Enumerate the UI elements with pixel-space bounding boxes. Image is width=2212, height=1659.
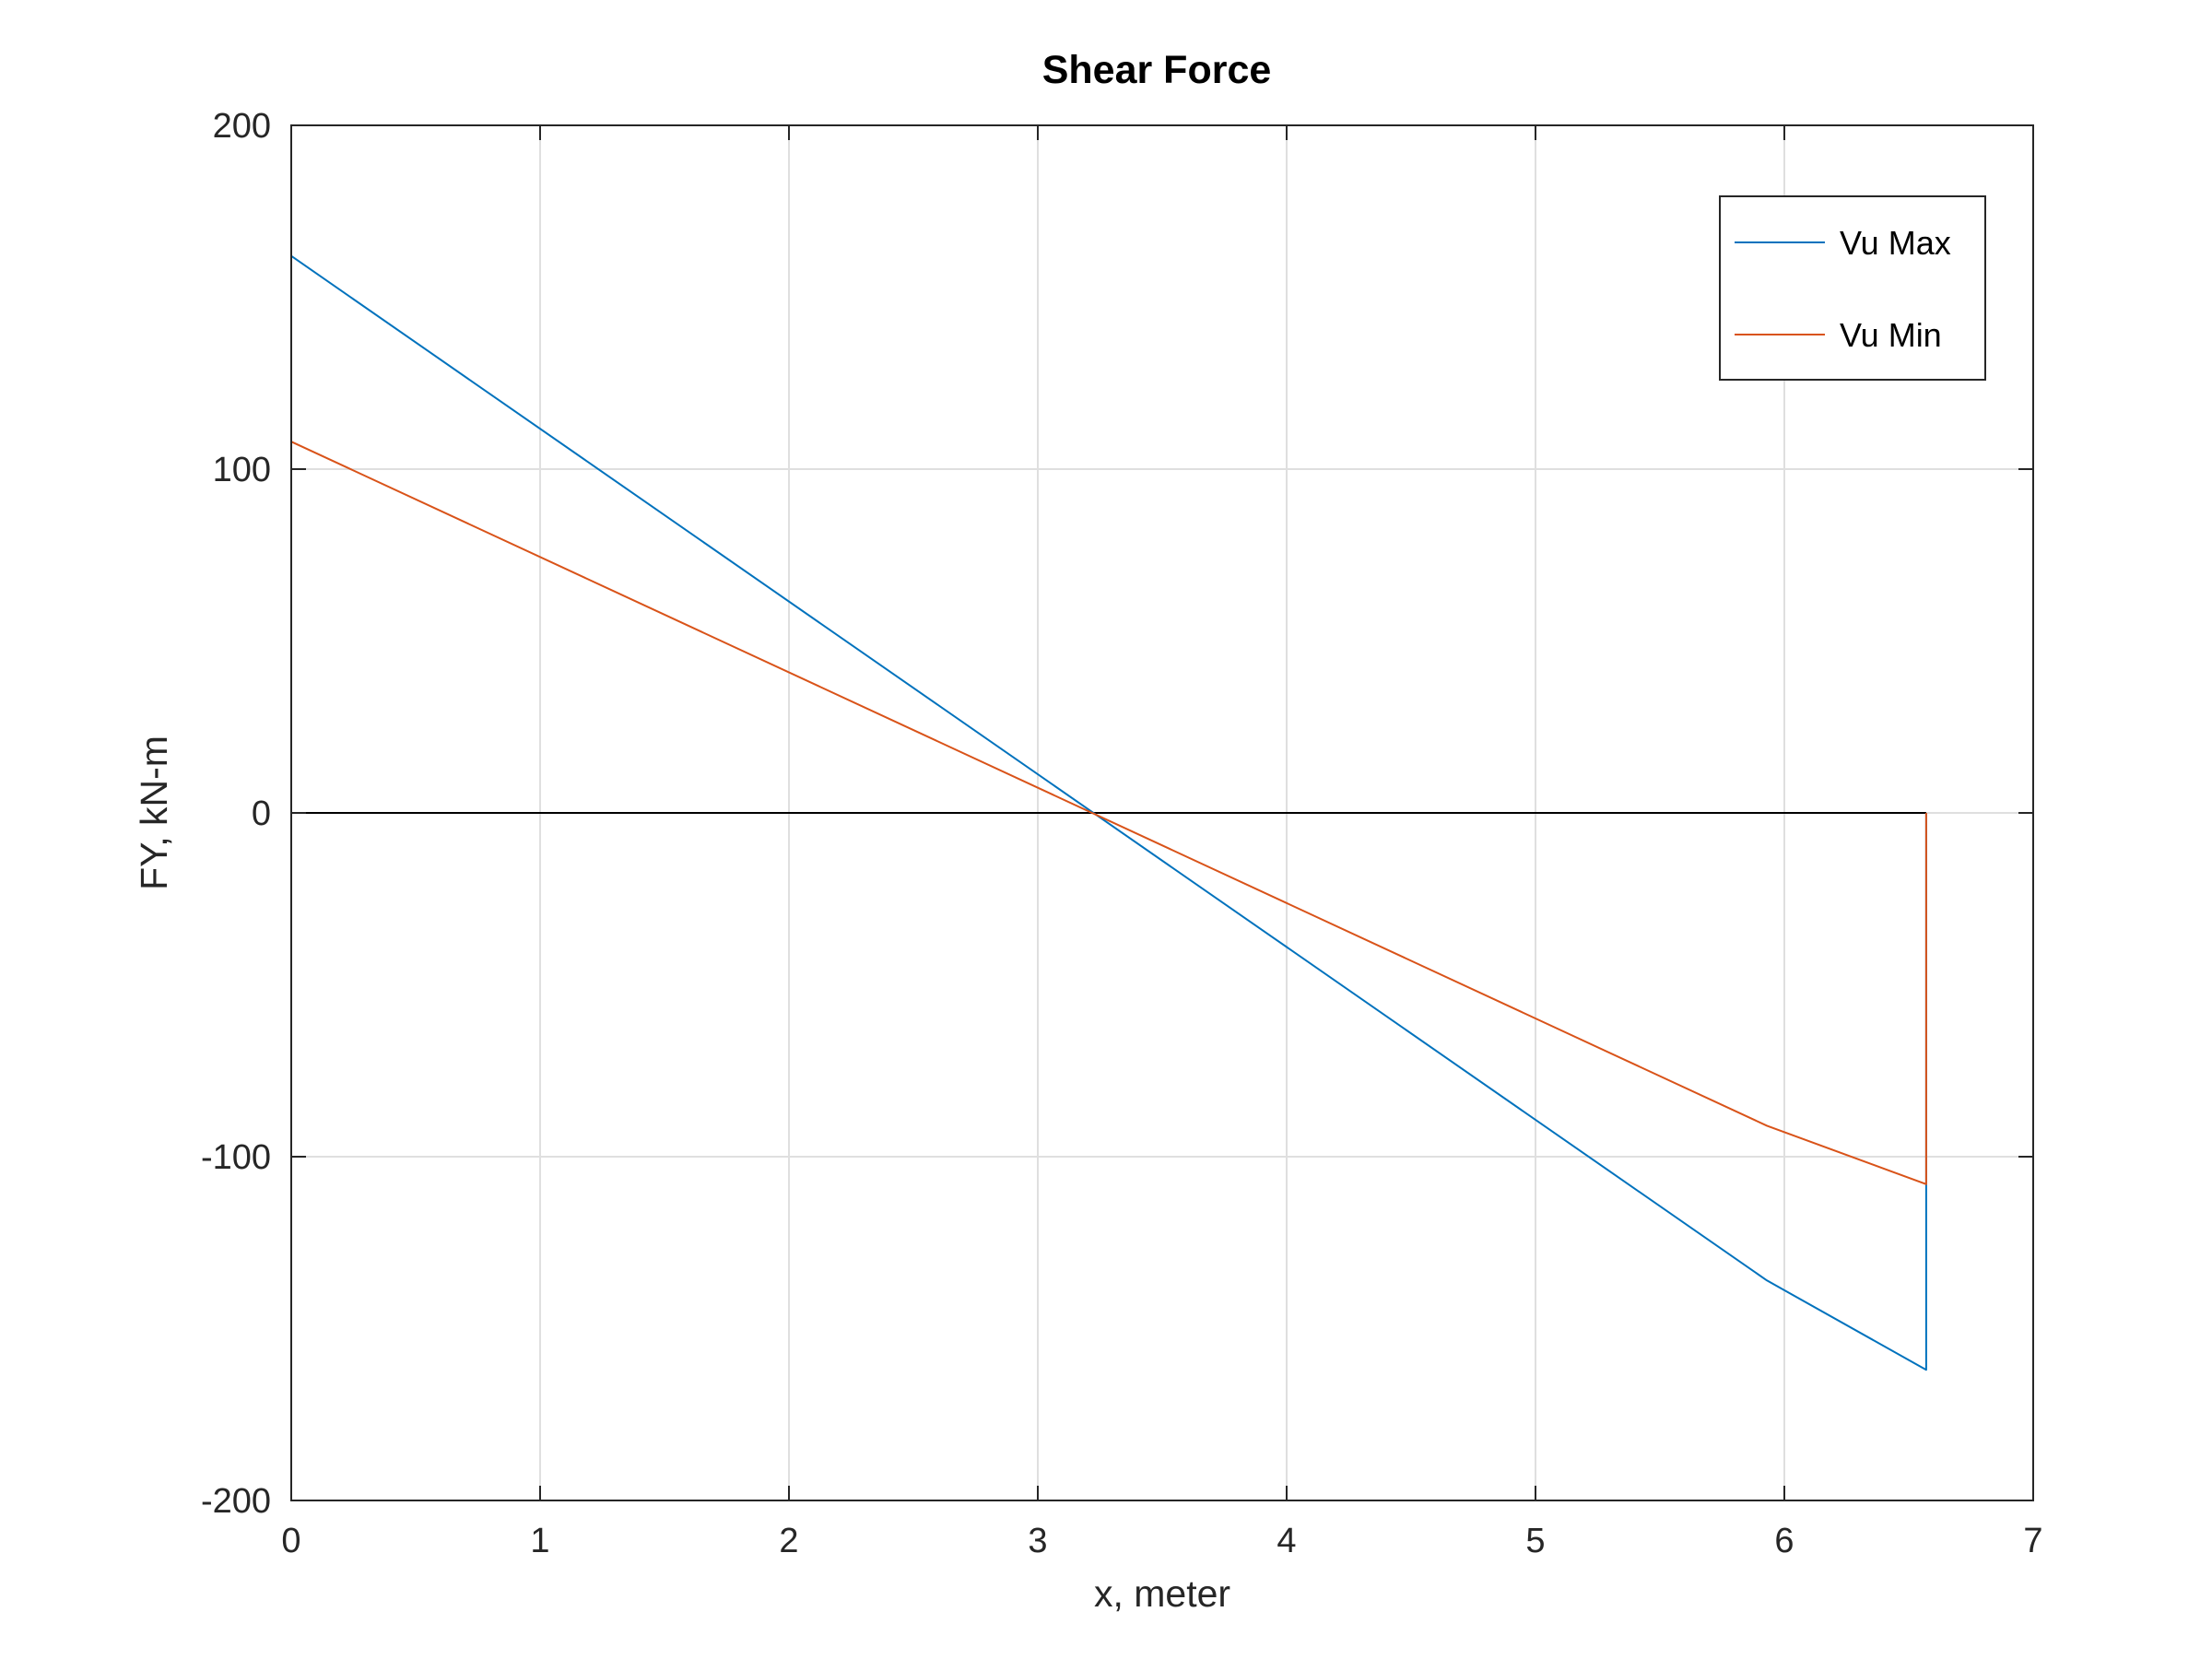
chart-title: Shear Force <box>1042 48 1272 92</box>
y-axis-label: FY, kN-m <box>133 735 175 890</box>
x-tick-label: 6 <box>1774 1522 1794 1560</box>
x-tick-label: 3 <box>1028 1522 1047 1560</box>
legend: Vu Max Vu Min <box>1719 195 1986 381</box>
x-tick-label: 4 <box>1277 1522 1296 1560</box>
tick-labels: 0 1 2 3 4 5 6 7 -200 -100 0 100 200 <box>201 107 2043 1560</box>
y-tick-label: -200 <box>201 1482 271 1521</box>
x-tick-label: 5 <box>1525 1522 1545 1560</box>
y-tick-label: 200 <box>213 107 271 146</box>
y-tick-label: 0 <box>252 794 271 833</box>
y-tick-label: 100 <box>213 451 271 489</box>
x-tick-label: 0 <box>281 1522 300 1560</box>
x-tick-label: 2 <box>779 1522 798 1560</box>
y-tick-label: -100 <box>201 1138 271 1177</box>
legend-label-vu-max: Vu Max <box>1840 224 1951 262</box>
x-tick-label: 7 <box>2023 1522 2042 1560</box>
x-axis-label: x, meter <box>1094 1572 1230 1615</box>
legend-box <box>1719 195 1986 381</box>
ticks <box>290 124 2034 1501</box>
legend-label-vu-min: Vu Min <box>1840 316 1942 354</box>
x-tick-label: 1 <box>530 1522 549 1560</box>
